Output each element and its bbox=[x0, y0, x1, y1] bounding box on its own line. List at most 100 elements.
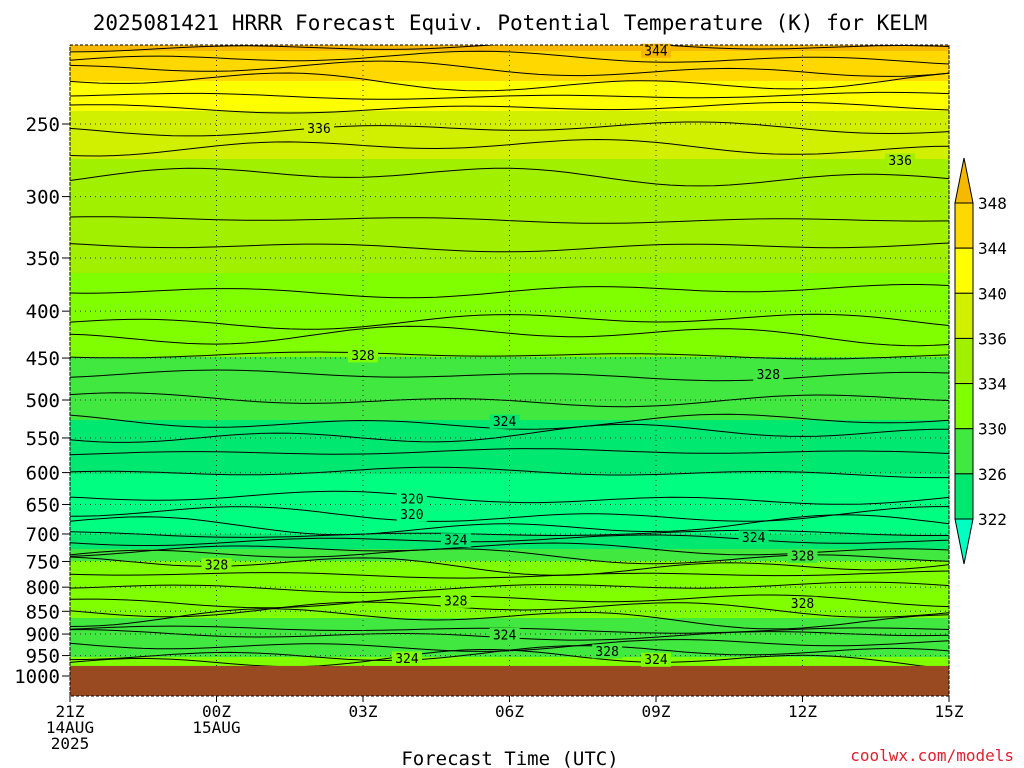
field-band bbox=[70, 123, 949, 127]
contour-line bbox=[70, 413, 949, 430]
field-band bbox=[70, 531, 949, 535]
field-band bbox=[70, 612, 949, 616]
field-band bbox=[70, 402, 949, 406]
field-band bbox=[70, 582, 949, 586]
field-band bbox=[70, 96, 949, 100]
field-band bbox=[70, 540, 949, 544]
field-band bbox=[70, 495, 949, 499]
field-band bbox=[70, 45, 949, 49]
contour-label: 328 bbox=[791, 550, 814, 565]
field-band bbox=[70, 396, 949, 400]
y-tick-label: 950 bbox=[26, 646, 60, 668]
field-band bbox=[70, 63, 949, 67]
field-band bbox=[70, 381, 949, 385]
contour-label: 324 bbox=[493, 628, 517, 643]
contour-label-bg bbox=[396, 491, 427, 506]
y-tick-label: 700 bbox=[26, 524, 60, 546]
contour-label: 324 bbox=[493, 415, 517, 430]
field-band bbox=[70, 645, 949, 649]
colorbar-segment bbox=[954, 247, 974, 294]
contour-label: 328 bbox=[791, 597, 814, 612]
field-band bbox=[70, 243, 949, 247]
y-tick-label: 350 bbox=[26, 248, 60, 270]
field-band bbox=[70, 81, 949, 85]
field-band bbox=[70, 300, 949, 304]
contour-label: 328 bbox=[205, 559, 228, 574]
field-band bbox=[70, 603, 949, 607]
field-band bbox=[70, 207, 949, 211]
field-band bbox=[70, 87, 949, 91]
contour-label: 324 bbox=[742, 531, 766, 546]
y-tick-label: 650 bbox=[26, 494, 60, 516]
field-band bbox=[70, 378, 949, 382]
credit-link[interactable]: coolwx.com/models bbox=[850, 746, 1014, 765]
field-band bbox=[70, 375, 949, 379]
field-band bbox=[70, 156, 949, 160]
colorbar-tick-label: 348 bbox=[978, 194, 1007, 213]
field-band bbox=[70, 477, 949, 481]
colorbar-tick-label: 322 bbox=[978, 510, 1007, 529]
field-band bbox=[70, 537, 949, 541]
field-band bbox=[70, 153, 949, 157]
field-band bbox=[70, 660, 949, 664]
field-band bbox=[70, 222, 949, 226]
contour-line bbox=[70, 448, 949, 456]
colorbar-top-arrow bbox=[954, 157, 974, 204]
field-band bbox=[70, 66, 949, 70]
contour-line bbox=[70, 242, 949, 253]
field-band bbox=[70, 561, 949, 565]
y-tick-label: 300 bbox=[26, 187, 60, 209]
field-band bbox=[70, 72, 949, 76]
field-band bbox=[70, 228, 949, 232]
field-band bbox=[70, 90, 949, 94]
field-band bbox=[70, 186, 949, 190]
x-tick-label: 14AUG bbox=[46, 718, 94, 737]
field-band bbox=[70, 150, 949, 154]
field-band bbox=[70, 570, 949, 574]
field-band bbox=[70, 363, 949, 367]
contour-label-bg bbox=[489, 627, 520, 642]
contour-label-bg bbox=[396, 507, 427, 522]
field-band bbox=[70, 357, 949, 361]
contour-label-bg bbox=[201, 558, 232, 573]
field-band bbox=[70, 318, 949, 322]
field-band bbox=[70, 336, 949, 340]
y-tick-label: 900 bbox=[26, 624, 60, 646]
field-band bbox=[70, 492, 949, 496]
colorbar-segment bbox=[954, 292, 974, 339]
contour-label: 328 bbox=[757, 368, 780, 383]
field-band bbox=[70, 471, 949, 475]
field-band bbox=[70, 450, 949, 454]
field-band bbox=[70, 315, 949, 319]
field-band bbox=[70, 351, 949, 355]
field-band bbox=[70, 177, 949, 181]
field-band bbox=[70, 483, 949, 487]
field-band bbox=[70, 252, 949, 256]
field-band bbox=[70, 201, 949, 205]
field-band bbox=[70, 168, 949, 172]
field-band bbox=[70, 126, 949, 130]
colorbar-tick-label: 330 bbox=[978, 420, 1007, 439]
y-tick-label: 250 bbox=[26, 114, 60, 136]
field-band bbox=[70, 285, 949, 289]
contour-line bbox=[70, 506, 949, 522]
field-band bbox=[70, 291, 949, 295]
field-band bbox=[70, 258, 949, 262]
field-band bbox=[70, 261, 949, 265]
contour-label: 328 bbox=[444, 594, 467, 609]
field-band bbox=[70, 390, 949, 394]
field-band bbox=[70, 657, 949, 661]
x-axis-label: Forecast Time (UTC) bbox=[401, 748, 618, 768]
field-band bbox=[70, 180, 949, 184]
field-band bbox=[70, 78, 949, 82]
field-band bbox=[70, 591, 949, 595]
field-band bbox=[70, 387, 949, 391]
contour-label: 324 bbox=[395, 652, 419, 667]
field-band bbox=[70, 195, 949, 199]
contour-label-bg bbox=[753, 367, 784, 382]
field-band bbox=[70, 273, 949, 277]
field-band bbox=[70, 558, 949, 562]
field-band bbox=[70, 651, 949, 655]
colorbar-tick-label: 326 bbox=[978, 465, 1007, 484]
